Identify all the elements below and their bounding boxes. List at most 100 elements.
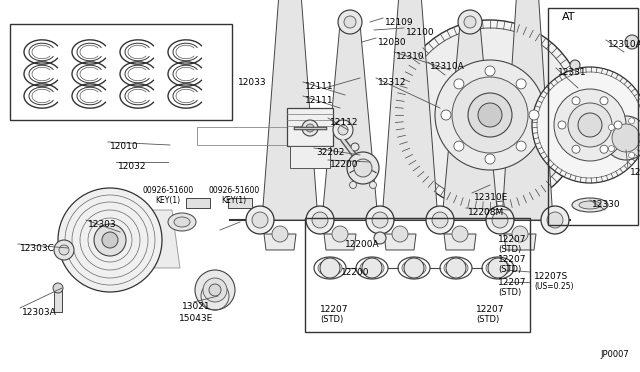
Text: 12330: 12330 xyxy=(592,200,621,209)
Circle shape xyxy=(272,226,288,242)
Text: (STD): (STD) xyxy=(498,265,521,274)
Polygon shape xyxy=(502,0,553,220)
Circle shape xyxy=(320,258,340,278)
Circle shape xyxy=(351,143,359,151)
Circle shape xyxy=(351,159,359,167)
Ellipse shape xyxy=(579,201,601,209)
Circle shape xyxy=(441,110,451,120)
Polygon shape xyxy=(264,234,296,250)
Bar xyxy=(287,108,333,146)
Circle shape xyxy=(426,206,454,234)
Polygon shape xyxy=(324,234,356,250)
Text: 15043E: 15043E xyxy=(179,314,213,323)
Circle shape xyxy=(338,125,348,135)
Circle shape xyxy=(547,212,563,228)
Text: 12207: 12207 xyxy=(498,255,527,264)
Text: 12111: 12111 xyxy=(305,96,333,105)
Text: 12033: 12033 xyxy=(238,78,267,87)
Circle shape xyxy=(516,79,526,89)
Circle shape xyxy=(541,206,569,234)
Text: 12200A: 12200A xyxy=(345,240,380,249)
Circle shape xyxy=(102,232,118,248)
Circle shape xyxy=(252,212,268,228)
Circle shape xyxy=(625,35,639,49)
Text: 12310: 12310 xyxy=(396,52,424,61)
Circle shape xyxy=(486,206,514,234)
Polygon shape xyxy=(442,24,498,220)
Circle shape xyxy=(435,60,545,170)
Text: 12303: 12303 xyxy=(88,220,116,229)
Circle shape xyxy=(403,28,577,202)
Circle shape xyxy=(354,159,372,177)
Bar xyxy=(548,8,638,225)
Text: 12303C: 12303C xyxy=(20,244,55,253)
Text: 12310A: 12310A xyxy=(430,62,465,71)
Circle shape xyxy=(529,110,539,120)
Circle shape xyxy=(452,226,468,242)
Text: 12030: 12030 xyxy=(378,38,406,47)
Circle shape xyxy=(485,154,495,164)
Circle shape xyxy=(604,116,640,160)
Text: 12109: 12109 xyxy=(385,18,413,27)
Circle shape xyxy=(454,79,464,89)
Circle shape xyxy=(432,212,448,228)
Polygon shape xyxy=(128,210,180,268)
Circle shape xyxy=(333,120,353,140)
Circle shape xyxy=(395,20,585,210)
Text: 00926-51600: 00926-51600 xyxy=(142,186,194,195)
Circle shape xyxy=(374,232,386,244)
Circle shape xyxy=(366,206,394,234)
Circle shape xyxy=(609,124,614,131)
Text: AT: AT xyxy=(562,12,575,22)
Bar xyxy=(228,198,252,208)
Text: 12200: 12200 xyxy=(340,268,369,277)
Bar xyxy=(186,198,210,208)
Circle shape xyxy=(628,152,635,158)
Text: 12303A: 12303A xyxy=(22,308,57,317)
Bar xyxy=(197,127,292,145)
Polygon shape xyxy=(444,234,476,250)
Circle shape xyxy=(600,97,608,105)
Circle shape xyxy=(464,16,476,28)
Circle shape xyxy=(372,212,388,228)
Circle shape xyxy=(195,270,235,310)
Text: 12207: 12207 xyxy=(498,278,527,287)
Circle shape xyxy=(572,145,580,153)
Circle shape xyxy=(458,10,482,34)
Circle shape xyxy=(203,278,227,302)
Text: 12333: 12333 xyxy=(630,168,640,177)
Circle shape xyxy=(512,226,528,242)
Polygon shape xyxy=(504,234,536,250)
Circle shape xyxy=(452,77,528,153)
Text: 12032: 12032 xyxy=(118,162,147,171)
Ellipse shape xyxy=(168,213,196,231)
Text: 12207S: 12207S xyxy=(534,272,568,281)
Circle shape xyxy=(516,141,526,151)
Text: 12310E: 12310E xyxy=(474,193,508,202)
Text: JP0007: JP0007 xyxy=(600,350,628,359)
Text: 12312: 12312 xyxy=(378,78,406,87)
Circle shape xyxy=(392,226,408,242)
Polygon shape xyxy=(384,234,416,250)
Text: 32202: 32202 xyxy=(316,148,344,157)
Text: 12100: 12100 xyxy=(406,28,435,37)
Bar xyxy=(290,146,330,168)
Circle shape xyxy=(454,141,464,151)
Circle shape xyxy=(306,124,314,132)
Circle shape xyxy=(58,188,162,292)
Text: KEY(1): KEY(1) xyxy=(156,196,180,205)
Circle shape xyxy=(94,224,126,256)
Bar xyxy=(10,24,232,120)
Circle shape xyxy=(614,121,622,129)
Bar xyxy=(305,218,530,332)
Circle shape xyxy=(478,103,502,127)
Circle shape xyxy=(306,206,334,234)
Circle shape xyxy=(338,10,362,34)
Circle shape xyxy=(600,145,608,153)
Circle shape xyxy=(332,226,348,242)
Circle shape xyxy=(369,182,376,189)
Circle shape xyxy=(59,245,69,255)
Circle shape xyxy=(344,16,356,28)
Circle shape xyxy=(312,212,328,228)
Circle shape xyxy=(554,89,626,161)
